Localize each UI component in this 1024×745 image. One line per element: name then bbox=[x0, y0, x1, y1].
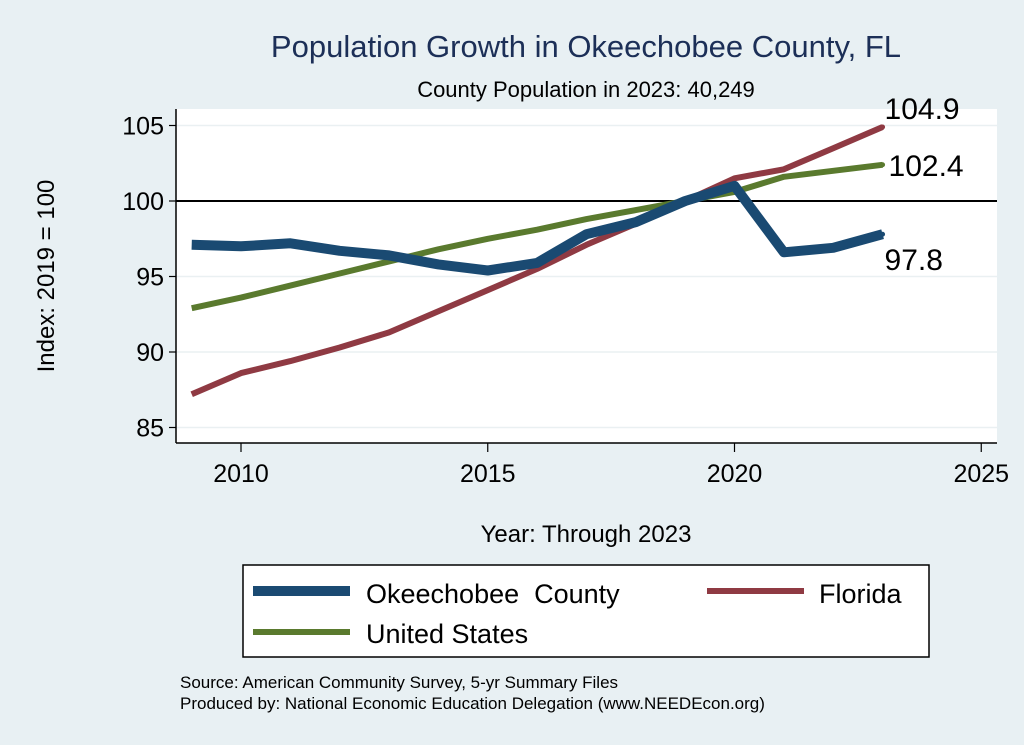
series-line-united-states bbox=[191, 161, 883, 312]
y-tick-label: 100 bbox=[122, 188, 164, 216]
y-tick-label: 95 bbox=[136, 264, 164, 292]
x-tick-label: 2010 bbox=[213, 460, 269, 488]
series-line-okeechobee-county bbox=[191, 180, 884, 276]
end-value-label: 104.9 bbox=[885, 93, 960, 126]
legend-label-united-states: United States bbox=[366, 619, 528, 649]
legend: Okeechobee County Florida United States bbox=[242, 564, 930, 658]
series-line-florida bbox=[190, 124, 884, 398]
y-tick-label: 90 bbox=[136, 339, 164, 367]
chart-title: Population Growth in Okeechobee County, … bbox=[271, 29, 901, 64]
x-axis-label: Year: Through 2023 bbox=[481, 521, 692, 548]
series-endpoint bbox=[880, 124, 886, 130]
y-axis-label: Index: 2019 = 100 bbox=[33, 180, 60, 373]
series-endpoint bbox=[880, 231, 886, 237]
source-note: Source: American Community Survey, 5-yr … bbox=[180, 673, 618, 692]
x-tick-label: 2020 bbox=[707, 460, 763, 488]
series-endpoint bbox=[880, 162, 886, 168]
legend-label-florida: Florida bbox=[819, 579, 903, 609]
chart-subtitle: County Population in 2023: 40,249 bbox=[417, 77, 755, 102]
legend-box bbox=[242, 564, 930, 658]
x-tick-label: 2025 bbox=[953, 460, 1009, 488]
legend-label-county: Okeechobee County bbox=[366, 579, 620, 609]
y-tick-label: 105 bbox=[122, 113, 164, 141]
producer-note: Produced by: National Economic Education… bbox=[180, 694, 765, 713]
end-value-label: 97.8 bbox=[885, 244, 943, 277]
y-tick-label: 85 bbox=[136, 415, 164, 443]
x-tick-label: 2015 bbox=[460, 460, 516, 488]
end-value-label: 102.4 bbox=[889, 150, 964, 183]
